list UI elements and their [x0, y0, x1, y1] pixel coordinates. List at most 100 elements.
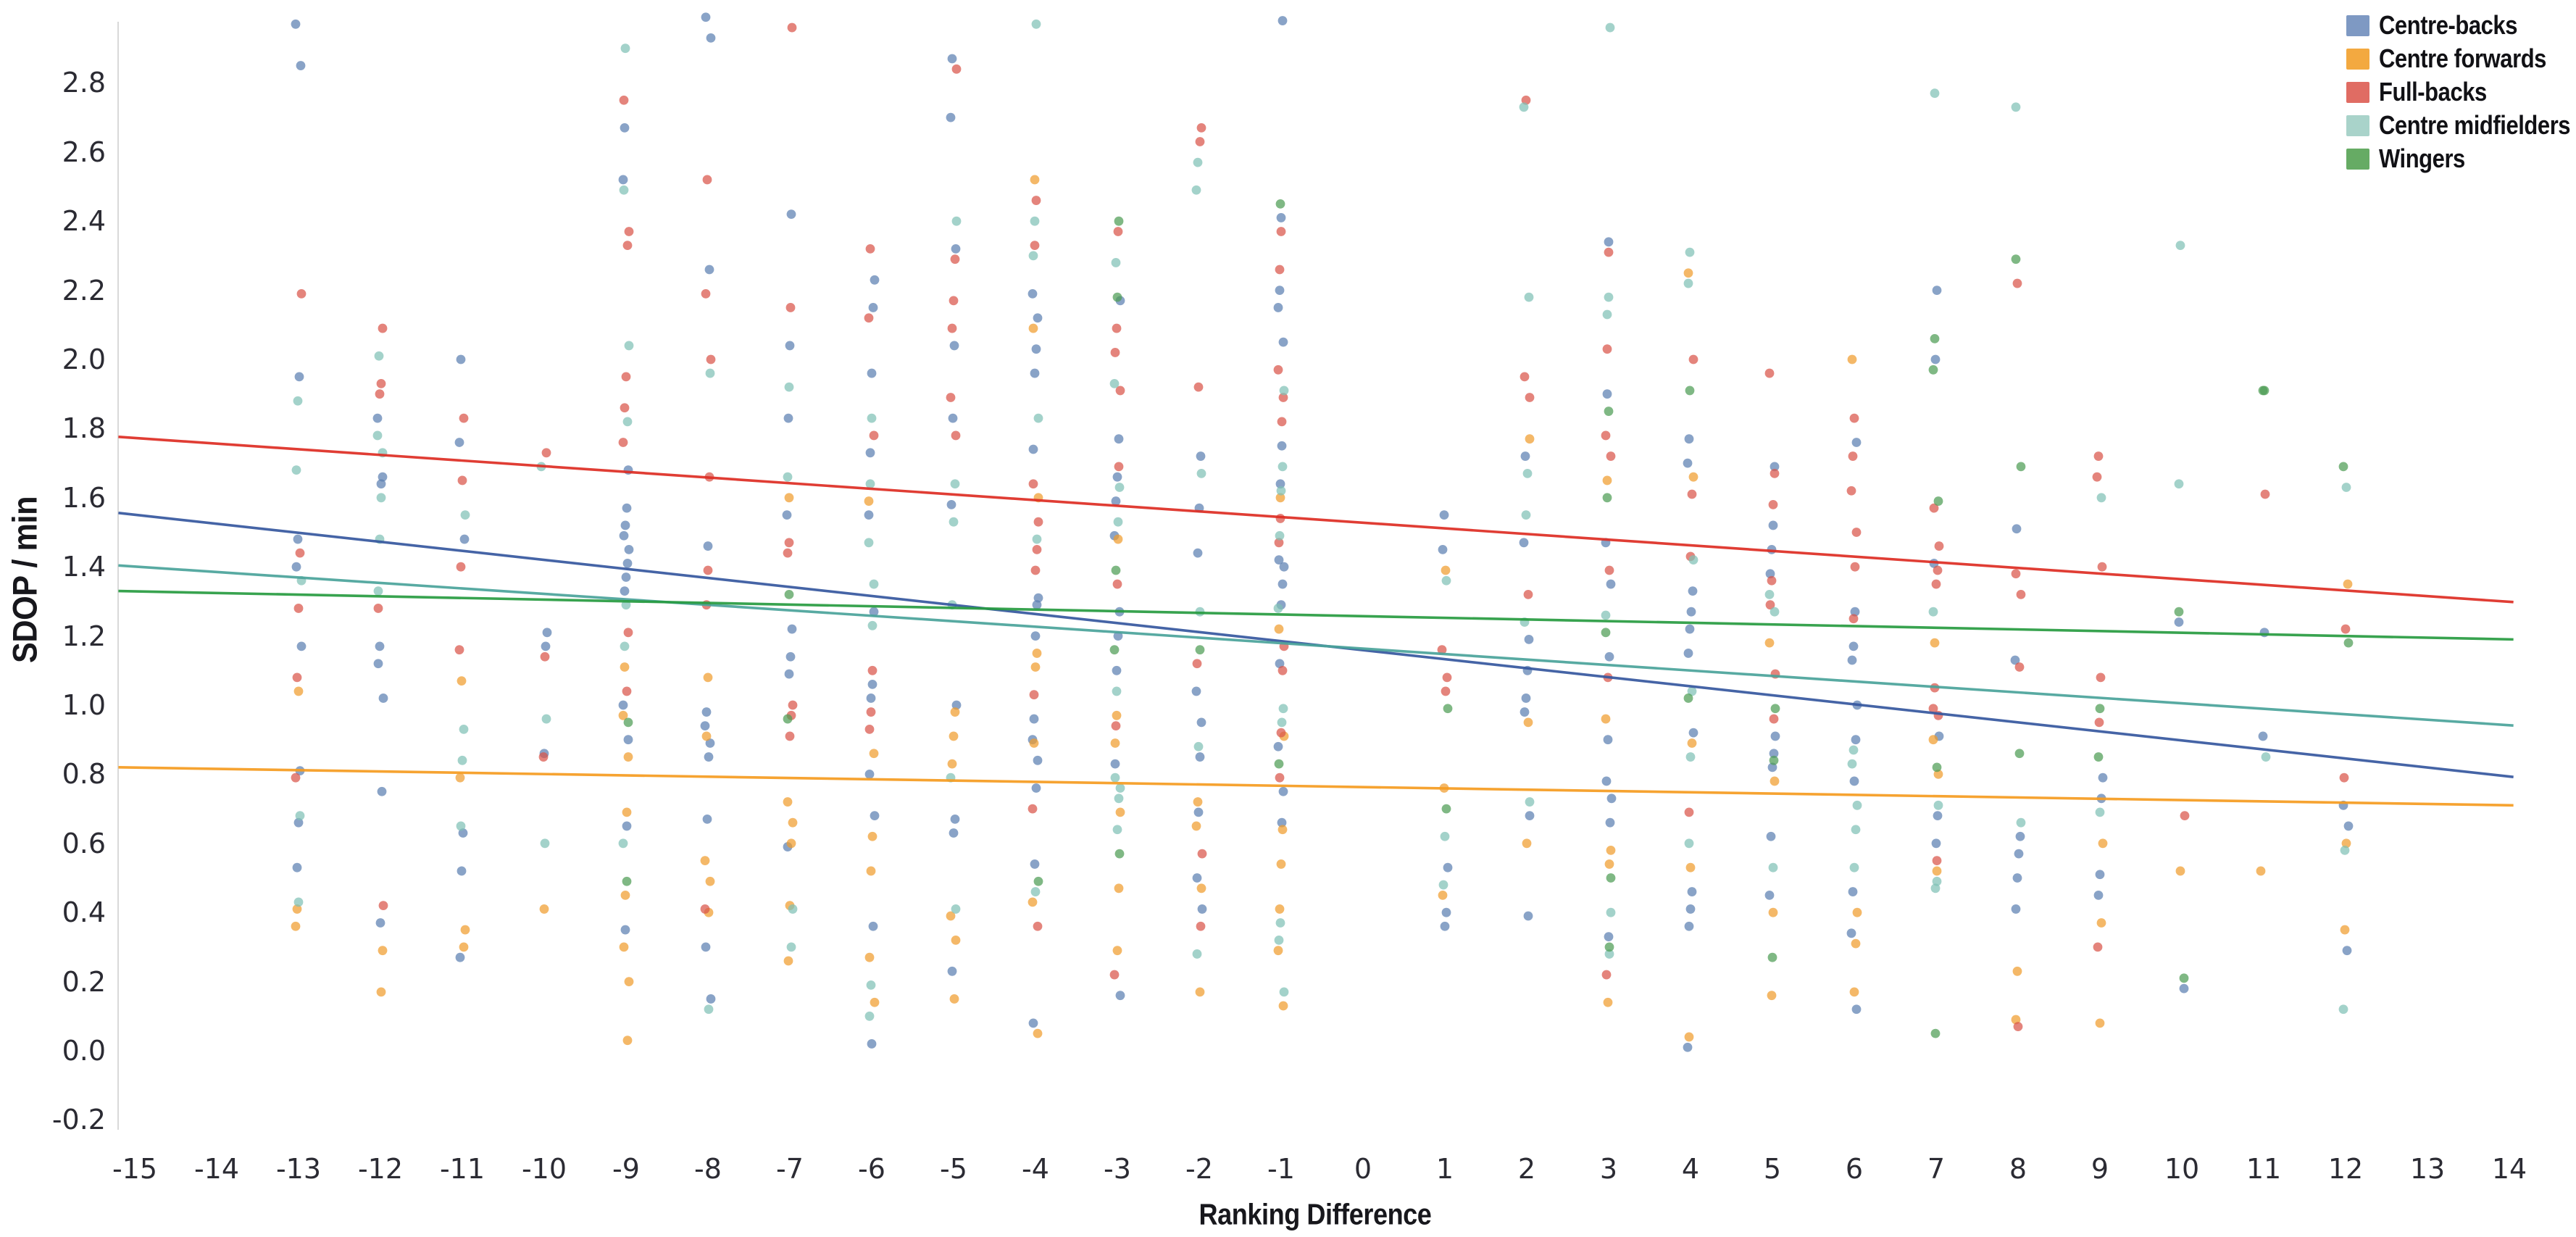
x-tick: 11	[2246, 1153, 2282, 1185]
point-centre-backs	[1276, 213, 1286, 222]
point-centre-backs	[1765, 569, 1775, 579]
point-centre-backs	[1279, 562, 1289, 572]
point-centre-midfielders	[865, 479, 875, 489]
point-centre-backs	[864, 770, 875, 779]
point-full-backs	[1030, 565, 1041, 575]
point-centre-midfielders	[1525, 797, 1535, 807]
y-tick: 1.4	[62, 551, 106, 583]
point-full-backs	[1931, 579, 1941, 589]
point-full-backs	[702, 175, 712, 185]
point-centre-backs	[864, 510, 874, 520]
point-centre-forwards	[1195, 987, 1205, 997]
point-full-backs	[376, 378, 386, 388]
point-centre-forwards	[457, 676, 467, 686]
point-centre-forwards	[1768, 907, 1778, 917]
point-centre-forwards	[1522, 838, 1532, 849]
point-centre-forwards	[946, 911, 956, 921]
point-full-backs	[2097, 562, 2107, 572]
point-centre-backs	[1525, 811, 1535, 821]
point-centre-forwards	[1849, 987, 1859, 997]
point-full-backs	[1934, 541, 1944, 551]
point-centre-midfielders	[1196, 469, 1206, 478]
point-centre-forwards	[1930, 638, 1940, 648]
point-full-backs	[375, 389, 385, 399]
point-centre-backs	[621, 572, 631, 582]
point-centre-forwards	[2012, 966, 2022, 976]
point-centre-forwards	[788, 817, 798, 828]
point-centre-backs	[1847, 655, 1857, 665]
point-centre-backs	[378, 472, 388, 482]
point-centre-backs	[947, 966, 957, 976]
point-centre-forwards	[1275, 904, 1285, 914]
point-centre-backs	[868, 303, 878, 312]
point-centre-midfielders	[1110, 772, 1120, 783]
point-centre-midfielders	[1028, 251, 1038, 261]
point-full-backs	[1846, 486, 1856, 496]
point-wingers	[1930, 1028, 1941, 1038]
point-centre-forwards	[1032, 649, 1042, 658]
legend-item-centre-backs: Centre-backs	[2346, 9, 2576, 42]
y-axis-title: SDOP / min	[5, 496, 44, 664]
point-full-backs	[1684, 807, 1694, 817]
point-centre-backs	[867, 1039, 877, 1049]
x-tick: -6	[858, 1153, 885, 1185]
point-centre-forwards	[1030, 175, 1040, 185]
point-centre-midfielders	[1112, 825, 1122, 835]
point-centre-forwards	[1029, 738, 1039, 748]
point-centre-backs	[1683, 1042, 1693, 1052]
point-centre-backs	[2011, 904, 2021, 914]
point-centre-midfielders	[620, 641, 630, 651]
point-wingers	[2016, 462, 2026, 472]
point-centre-midfielders	[293, 396, 303, 406]
point-centre-backs	[1683, 649, 1693, 658]
series-points-centre-forwards	[291, 175, 2353, 1046]
point-centre-backs	[1519, 538, 1529, 548]
point-full-backs	[2180, 811, 2190, 821]
point-centre-midfielders	[1191, 185, 1201, 195]
point-centre-midfielders	[1930, 883, 1941, 894]
point-centre-backs	[702, 815, 712, 824]
point-centre-backs	[1112, 665, 1122, 675]
point-centre-backs	[946, 112, 956, 122]
point-centre-midfielders	[786, 942, 796, 952]
point-full-backs	[1109, 970, 1120, 980]
point-centre-midfielders	[457, 755, 467, 765]
point-centre-backs	[455, 952, 465, 962]
point-centre-backs	[951, 700, 962, 710]
point-full-backs	[622, 686, 632, 696]
x-tick: 2	[1517, 1153, 1536, 1185]
point-centre-backs	[700, 721, 710, 731]
series-points-wingers	[622, 199, 2354, 1038]
point-wingers	[2338, 462, 2348, 472]
point-centre-forwards	[1685, 862, 1696, 872]
point-centre-backs	[2014, 849, 2024, 859]
point-centre-midfielders	[1273, 604, 1283, 613]
trend-line-full-backs	[118, 436, 2514, 604]
point-wingers	[1767, 952, 1777, 962]
point-full-backs	[619, 95, 629, 105]
point-centre-backs	[2010, 655, 2020, 665]
point-centre-midfielders	[951, 216, 962, 226]
point-centre-midfielders	[1193, 741, 1204, 751]
point-centre-forwards	[1523, 717, 1533, 728]
point-centre-forwards	[376, 987, 386, 997]
point-full-backs	[1193, 382, 1204, 392]
point-centre-forwards	[1275, 493, 1285, 503]
point-centre-backs	[622, 559, 633, 568]
point-full-backs	[1604, 247, 1614, 257]
y-tick: 2.2	[62, 274, 106, 307]
point-centre-forwards	[783, 956, 793, 966]
point-centre-forwards	[2256, 866, 2266, 876]
point-centre-forwards	[1193, 797, 1203, 807]
point-full-backs	[865, 243, 875, 254]
point-centre-backs	[868, 921, 878, 931]
point-full-backs	[456, 562, 466, 572]
point-full-backs	[540, 651, 550, 662]
x-tick: -14	[193, 1153, 240, 1185]
point-centre-backs	[866, 694, 876, 703]
legend-swatch-full-backs	[2346, 81, 2369, 103]
point-full-backs	[1033, 921, 1043, 931]
point-centre-midfielders	[864, 1011, 875, 1021]
point-full-backs	[2096, 672, 2106, 683]
point-centre-midfielders	[2340, 845, 2350, 855]
